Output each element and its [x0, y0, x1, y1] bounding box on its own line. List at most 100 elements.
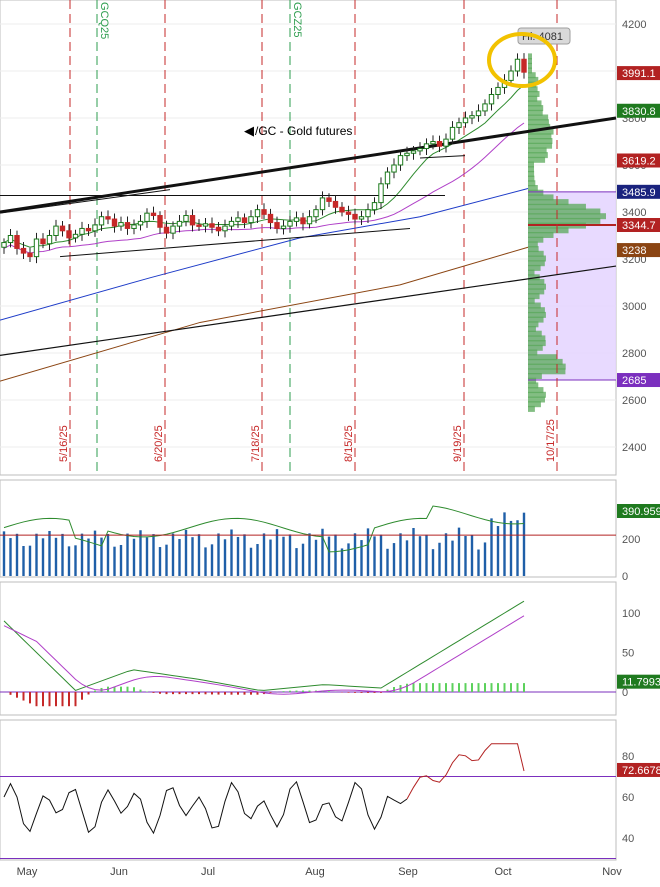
rsi-tick-label: 60 [622, 792, 634, 804]
candle-body [314, 210, 318, 217]
candle-body [47, 236, 51, 244]
volume-profile-bar [528, 53, 532, 59]
volume-bar [432, 549, 434, 576]
macd-histogram-bar [237, 692, 239, 695]
macd-histogram-bar [140, 690, 142, 692]
candle-body [177, 221, 181, 226]
macd-histogram-bar [159, 692, 161, 694]
volume-bar [133, 539, 135, 576]
candle-body [424, 144, 428, 149]
macd-histogram-bar [361, 692, 363, 693]
candle-body [366, 210, 370, 217]
volume-bar [152, 534, 154, 576]
candle-body [132, 225, 136, 229]
month-label: May [17, 866, 38, 878]
candle-body [54, 226, 58, 235]
volume-bar [94, 531, 96, 576]
candle-body [496, 87, 500, 94]
candle-body [294, 218, 298, 222]
candle-body [463, 118, 467, 123]
volume-bar [250, 548, 252, 576]
volume-bar [386, 549, 388, 576]
macd-histogram-bar [94, 691, 96, 692]
candle-body [333, 201, 337, 207]
candle-body [73, 234, 77, 238]
candle-body [353, 214, 357, 219]
volume-bar [438, 543, 440, 576]
candle-body [99, 217, 103, 225]
macd-tick-label: 100 [622, 608, 640, 620]
price-tick-label: 4200 [622, 19, 646, 31]
month-label: Aug [305, 866, 325, 878]
event-date-label: 9/19/25 [452, 425, 464, 462]
volume-bar [29, 546, 31, 576]
candle-body [450, 127, 454, 139]
price-tick-label: 2400 [622, 442, 646, 454]
candle-body [275, 223, 279, 229]
event-date-label: 8/15/25 [343, 425, 355, 462]
macd-histogram-bar [198, 692, 200, 694]
candle-body [171, 226, 175, 233]
volume-bar [360, 540, 362, 576]
volume-bar [276, 529, 278, 576]
volume-bar [302, 544, 304, 576]
volume-bar [55, 538, 57, 576]
volume-bar [3, 531, 5, 576]
candle-body [112, 219, 116, 226]
price-axis: 2400260028003000320034003600380040004200 [622, 19, 646, 454]
contract-label: GCZ25 [291, 2, 303, 37]
macd-histogram-bar [465, 683, 467, 692]
volume-bar [425, 535, 427, 576]
candle-body [372, 203, 376, 210]
macd-histogram-bar [88, 692, 90, 694]
volume-bar [406, 540, 408, 576]
rsi-tick-label: 80 [622, 751, 634, 763]
volume-bar [237, 537, 239, 576]
macd-histogram-bar [270, 692, 272, 693]
volume-bar [146, 537, 148, 576]
candle-body [307, 217, 311, 224]
volume-bar [191, 537, 193, 576]
candle-body [216, 227, 220, 231]
volume-bar [217, 533, 219, 576]
candle-body [28, 253, 32, 257]
macd-histogram-bar [218, 692, 220, 695]
volume-bar [35, 534, 37, 576]
volume-bar [289, 534, 291, 576]
macd-histogram-bar [55, 692, 57, 706]
candle-body [190, 216, 194, 225]
macd-histogram-bar [29, 692, 31, 703]
candle-body [21, 248, 25, 253]
volume-bar [74, 545, 76, 576]
macd-histogram-bar [406, 684, 408, 692]
volume-bar [48, 531, 50, 576]
candle-body [483, 104, 487, 111]
rsi-value-label: 72.6678 [622, 765, 660, 777]
title-arrow-icon: ◀ [244, 123, 254, 138]
volume-bar [451, 541, 453, 576]
macd-histogram-bar [445, 683, 447, 692]
volume-bar [295, 548, 297, 576]
price-tick-label: 2800 [622, 348, 646, 360]
macd-histogram-bar [68, 692, 70, 706]
macd-histogram-bar [166, 692, 168, 694]
macd-histogram-bar [471, 683, 473, 692]
candle-body [8, 236, 12, 243]
macd-histogram-bar [133, 687, 135, 692]
volume-bar [120, 545, 122, 576]
macd-histogram-bar [205, 692, 207, 694]
candle-body [268, 214, 272, 222]
macd-histogram-bar [348, 692, 350, 693]
macd-histogram-bar [452, 683, 454, 692]
candle-body [210, 224, 214, 228]
macd-histogram-bar [172, 692, 174, 694]
candle-body [262, 210, 266, 215]
candle-body [411, 151, 415, 153]
volume-bar [198, 534, 200, 576]
macd-histogram-bar [211, 692, 213, 694]
candle-body [301, 218, 305, 224]
volume-tick-label: 0 [622, 571, 628, 583]
